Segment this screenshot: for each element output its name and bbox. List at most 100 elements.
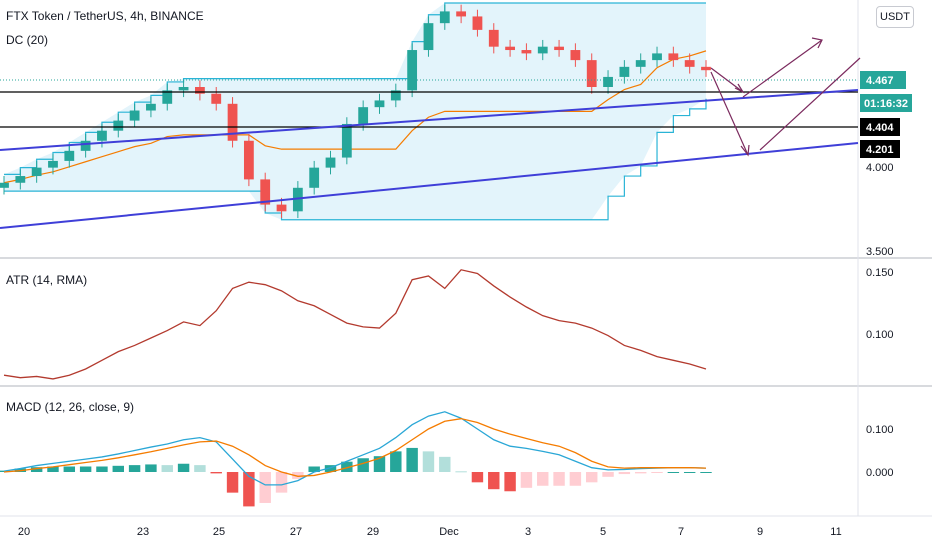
macd-histogram-bar [406, 447, 418, 472]
candle-body [276, 204, 287, 212]
time-tick-label: 27 [290, 526, 302, 538]
dc-indicator-label: DC (20) [6, 33, 48, 47]
candle-body [178, 87, 189, 91]
signal-line [3, 418, 707, 477]
macd-histogram-bar [243, 472, 255, 507]
candle-body [260, 179, 271, 205]
level-value-4404: 4.404 [866, 122, 894, 134]
countdown-value: 01:16:32 [864, 98, 908, 110]
level-tag-4404 [860, 118, 900, 136]
candle-body [15, 176, 26, 183]
macd-histogram-bar [324, 465, 337, 472]
macd-histogram-bar [79, 466, 92, 472]
candle-body [586, 60, 597, 87]
atr-label: ATR (14, RMA) [6, 273, 87, 287]
time-tick-label: 20 [18, 526, 30, 538]
candle-body [113, 120, 124, 131]
candle-body [701, 66, 711, 71]
arrowhead-3 [740, 144, 750, 157]
candle-body [554, 46, 564, 51]
candle-body [0, 182, 9, 188]
arrowhead-1 [734, 83, 745, 94]
trendline-lower[interactable] [0, 142, 859, 229]
donchian-lower [4, 98, 707, 221]
candle-body [211, 93, 222, 104]
last-price-tag [860, 71, 906, 89]
donchian-channel [3, 2, 707, 221]
time-tick-label: 11 [830, 526, 841, 538]
macd-histogram-bar [341, 461, 353, 472]
candle-body [603, 76, 613, 87]
candle-body [619, 66, 630, 77]
candle-body [325, 157, 336, 168]
macd-histogram-bar [30, 467, 43, 472]
atr-tick-0100: 0.100 [866, 329, 894, 341]
macd-histogram-bar [700, 472, 712, 473]
macd-histogram-bar [47, 466, 59, 472]
arrow-down-1[interactable] [710, 67, 744, 93]
atr-line [3, 269, 707, 380]
candle-body [521, 50, 532, 54]
candle-body [374, 100, 385, 108]
candle-body [505, 46, 515, 51]
time-tick-label: 9 [757, 526, 763, 538]
macd-histogram-bar [634, 472, 647, 474]
macd-histogram-bar [504, 472, 516, 492]
candle-body [488, 29, 499, 47]
trendline-upper[interactable] [0, 89, 859, 151]
candle-body [341, 123, 352, 158]
candle-body [472, 16, 483, 30]
candle-body [48, 160, 58, 168]
candle-body [423, 23, 434, 51]
candle-body [146, 103, 156, 111]
candle-body [439, 11, 450, 24]
macd-histogram-bar [96, 466, 108, 472]
arrow-up-1[interactable] [742, 39, 823, 98]
currency-selector-button[interactable]: USDT [876, 6, 914, 28]
macd-histogram-bar [63, 466, 76, 472]
macd-histogram-bar [683, 472, 696, 473]
chart-title: FTX Token / TetherUS, 4h, BINANCE [6, 9, 204, 23]
macd-histogram-bar [145, 464, 157, 472]
macd-histogram-bar [602, 472, 614, 477]
candle-body [97, 130, 107, 141]
donchian-basis [3, 50, 707, 184]
donchian-fill [4, 3, 706, 220]
projection-arrows[interactable] [710, 37, 861, 157]
level-value-4201: 4.201 [866, 144, 894, 156]
time-axis: 20 23 25 27 29 Dec 3 5 7 9 11 [18, 526, 842, 538]
macd-histogram-bar [651, 472, 663, 473]
macd-histogram-bar [586, 472, 598, 483]
candle-body [195, 87, 205, 94]
time-tick-label: Dec [439, 526, 459, 538]
arrow-up-2[interactable] [759, 57, 861, 151]
candle-body [390, 90, 401, 101]
macd-histogram-bar [357, 458, 369, 472]
candle-body [243, 140, 254, 180]
arrow-down-2[interactable] [710, 71, 749, 156]
candle-body [162, 90, 173, 104]
macd-histogram-bar [390, 451, 402, 472]
macd-label: MACD (12, 26, close, 9) [6, 400, 134, 414]
candle-body [64, 150, 75, 161]
macd-histogram-bar [259, 472, 271, 503]
candlesticks [0, 4, 711, 219]
macd-histogram-bar [569, 472, 582, 486]
macd-histogram-bar [128, 465, 141, 472]
time-tick-label: 25 [213, 526, 225, 538]
candle-body [635, 60, 646, 67]
macd-histogram-bar [667, 472, 680, 473]
macd-histogram-bar [292, 472, 304, 479]
macd-histogram-bar [488, 472, 500, 490]
macd-histogram-bar [455, 471, 467, 473]
macd-histogram-bar [471, 472, 484, 483]
candle-body [456, 11, 467, 17]
last-price-value: 4.467 [866, 75, 894, 87]
atr-tick-0150: 0.150 [866, 267, 894, 279]
macd-histogram-bar [161, 465, 173, 472]
time-tick-label: 29 [367, 526, 379, 538]
macd-tick-0100: 0.100 [866, 424, 894, 436]
candle-body [80, 140, 91, 151]
macd-histogram-bar [439, 456, 451, 472]
macd-histogram-bar [177, 463, 190, 472]
